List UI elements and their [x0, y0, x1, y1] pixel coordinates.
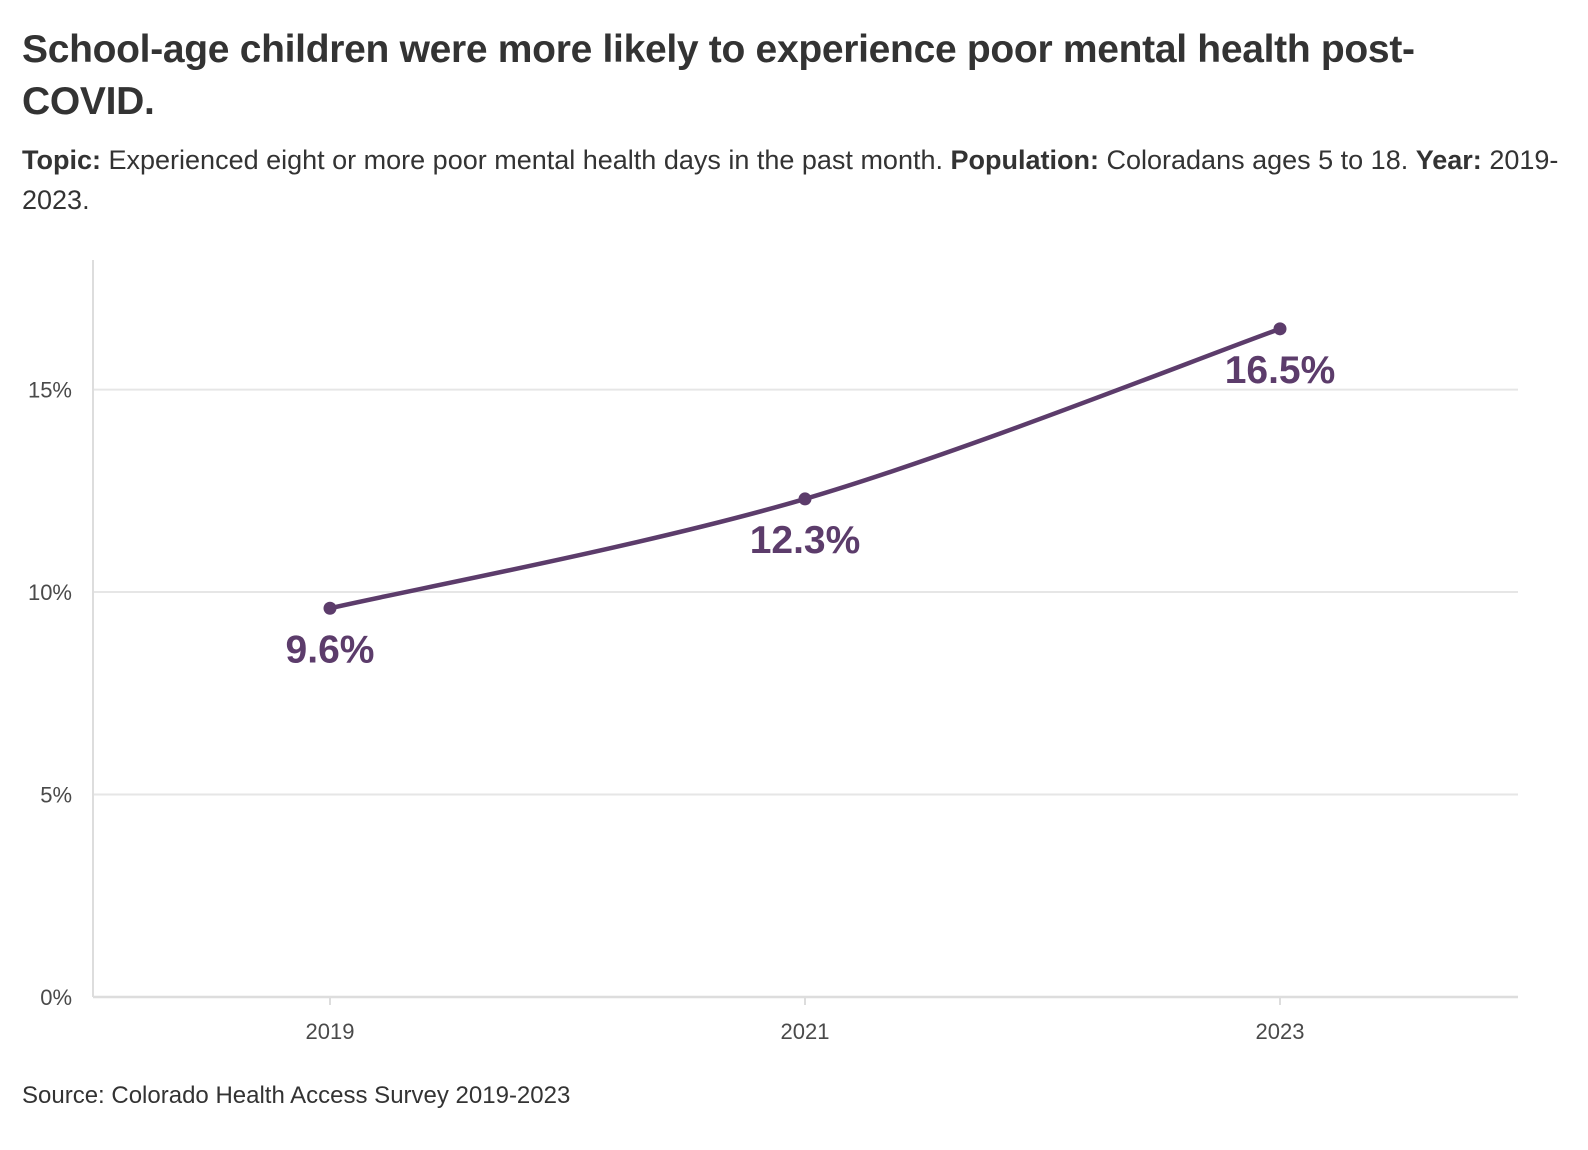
topic-text: Experienced eight or more poor mental he…	[108, 145, 943, 175]
data-label: 12.3%	[750, 519, 861, 562]
y-tick-label: 0%	[40, 985, 72, 1010]
year-text: 2019-2023.	[22, 145, 1559, 215]
chart-subtitle: Topic: Experienced eight or more poor me…	[22, 140, 1562, 220]
x-tick-label: 2019	[306, 1019, 355, 1044]
data-point	[323, 601, 337, 615]
x-tick-label: 2021	[781, 1019, 830, 1044]
data-label: 16.5%	[1225, 349, 1336, 392]
x-tick-label: 2023	[1256, 1019, 1305, 1044]
population-text: Coloradans ages 5 to 18.	[1106, 145, 1409, 175]
topic-label: Topic:	[22, 145, 101, 175]
y-tick-label: 5%	[40, 783, 72, 808]
population-label: Population:	[950, 145, 1099, 175]
year-label: Year:	[1415, 145, 1482, 175]
chart-title: School-age children were more likely to …	[22, 28, 1415, 123]
source-note: Source: Colorado Health Access Survey 20…	[22, 1082, 571, 1109]
data-point	[798, 492, 812, 506]
data-label: 9.6%	[286, 628, 375, 671]
data-point	[1273, 322, 1287, 336]
y-tick-label: 10%	[28, 580, 72, 605]
y-tick-label: 15%	[28, 378, 72, 403]
series-line	[327, 326, 1283, 611]
